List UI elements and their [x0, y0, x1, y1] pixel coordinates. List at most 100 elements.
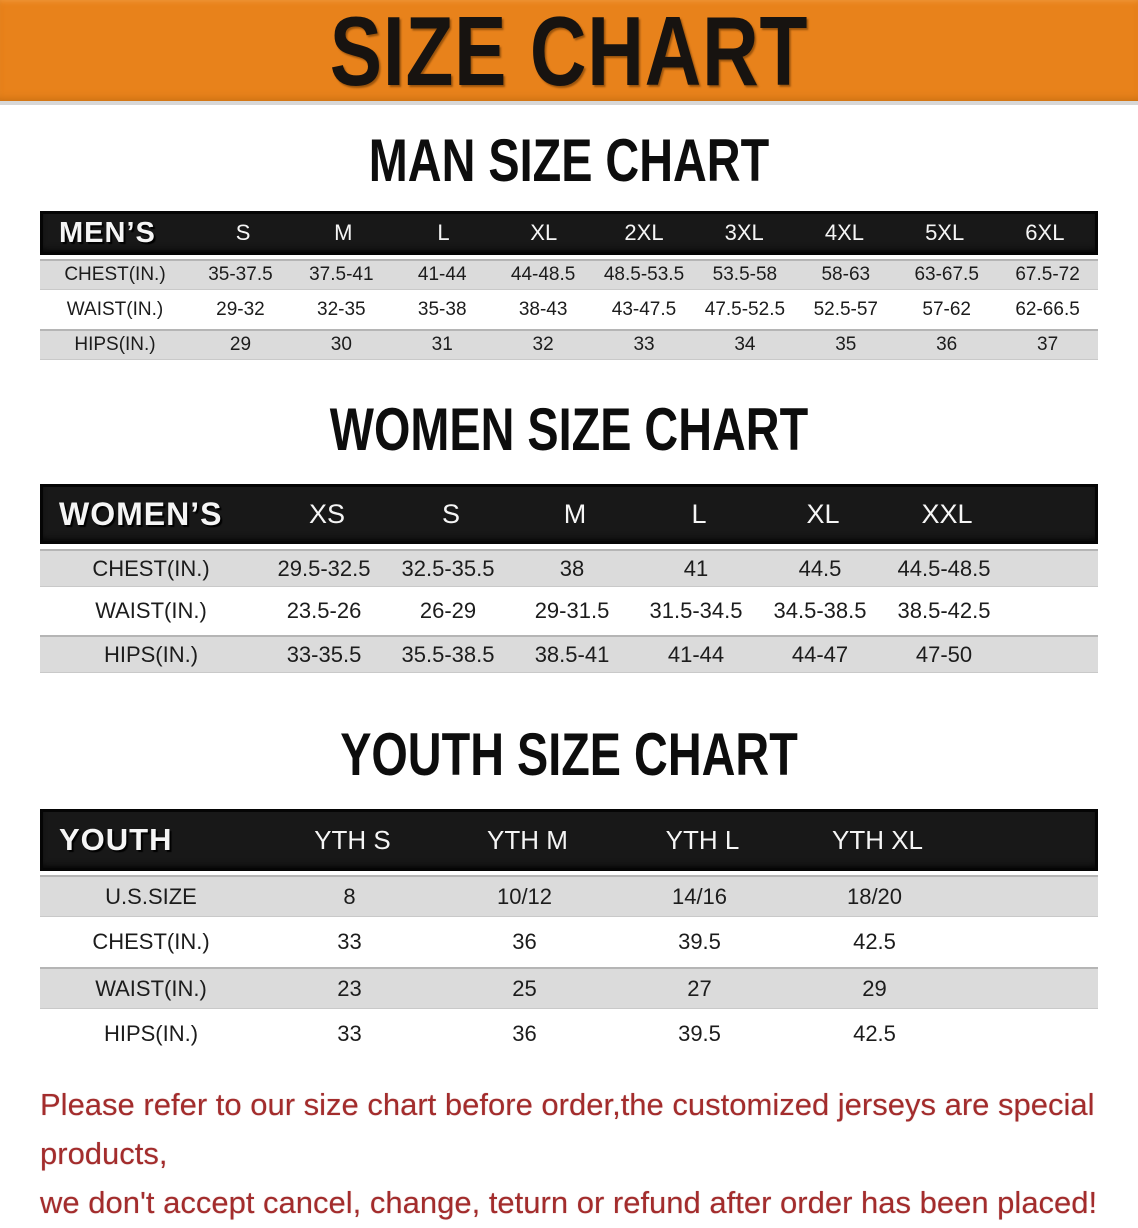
table-row: HIPS(IN.) 29 30 31 32 33 34 35 36 37: [40, 329, 1098, 360]
section-title: YOUTH SIZE CHART: [340, 721, 798, 788]
table-cell: 34.5-38.5: [773, 598, 867, 623]
table-cell: 35.5-38.5: [401, 641, 495, 667]
size-column-header: YTH S: [314, 824, 391, 855]
table-cell: 32-35: [317, 298, 366, 320]
table-cell: 37.5-41: [309, 264, 374, 285]
table-cell: 47-50: [915, 641, 973, 667]
table-cell: 44.5: [798, 555, 842, 581]
table-cell: 62-66.5: [1015, 298, 1080, 320]
table-cell: 44-47: [791, 641, 849, 667]
table-header-label: WOMEN’S: [59, 495, 223, 532]
table-cell: 42.5: [853, 1021, 896, 1046]
table-row: CHEST(IN.) 29.5-32.5 32.5-35.5 38 41 44.5 44.5…: [40, 549, 1098, 587]
table-cell: 34: [734, 334, 756, 355]
disclaimer-text: Please refer to our size chart before or…: [40, 1081, 1098, 1228]
table-cell: 33-35.5: [286, 641, 362, 667]
row-label: HIPS(IN.): [103, 641, 199, 667]
size-column-header: S: [235, 220, 251, 245]
table-cell: 8: [343, 883, 356, 909]
table-header-label: YOUTH: [59, 822, 173, 857]
table-cell: 33: [337, 929, 362, 954]
table-cell: 43-47.5: [611, 298, 677, 320]
row-label: CHEST(IN.): [92, 555, 210, 581]
size-column-header: M: [563, 498, 587, 529]
table-cell: 57-62: [922, 298, 971, 320]
section-title: WOMEN SIZE CHART: [329, 396, 809, 463]
table-cell: 33: [633, 334, 655, 355]
table-cell: 31.5-34.5: [649, 598, 743, 623]
table-cell: 31: [431, 334, 453, 355]
size-column-header: XL: [530, 220, 558, 245]
disclaimer-line-1: Please refer to our size chart before or…: [40, 1087, 1095, 1171]
row-label: U.S.SIZE: [105, 883, 197, 909]
table-header-label: MEN’S: [59, 216, 156, 249]
table-cell: 41-44: [417, 264, 467, 285]
table-cell: 53.5-58: [712, 264, 778, 285]
row-label: WAIST(IN.): [95, 598, 207, 623]
table-row: WAIST(IN.) 23.5-26 26-29 29-31.5 31.5-34.5 34…: [40, 592, 1098, 630]
section-title: MAN SIZE CHART: [368, 127, 770, 194]
table-cell: 29-31.5: [534, 598, 610, 623]
row-label: HIPS(IN.): [74, 334, 156, 355]
size-column-header: YTH M: [487, 824, 568, 855]
table-cell: 26-29: [419, 598, 477, 623]
table-cell: 36: [512, 929, 537, 954]
disclaimer-line-2: we don't accept cancel, change, teturn o…: [40, 1184, 1098, 1220]
table-cell: 29: [229, 334, 252, 355]
table-header-row: YOUTH YTH S YTH M YTH L YTH XL: [40, 809, 1098, 871]
size-column-header: 6XL: [1025, 220, 1065, 245]
table-cell: 18/20: [846, 883, 903, 909]
table-cell: 10/12: [496, 883, 553, 909]
size-table: YOUTH YTH S YTH M YTH L YTH XL U.S.SIZE 8 10/12…: [40, 809, 1098, 1055]
size-column-header: 2XL: [624, 220, 664, 245]
table-cell: 58-63: [821, 264, 871, 285]
table-cell: 39.5: [678, 929, 721, 954]
table-row: CHEST(IN.) 35-37.5 37.5-41 41-44 44-48.5 48.5…: [40, 259, 1098, 290]
table-cell: 32.5-35.5: [401, 555, 495, 581]
table-header-row: MEN’S S M L XL 2XL 3XL 4XL 5XL 6XL: [40, 211, 1098, 255]
table-cell: 52.5-57: [813, 298, 879, 320]
table-cell: 35-38: [417, 298, 467, 320]
size-table: WOMEN’S XS S M L XL XXL CHEST(IN.) 29.5-32.5 32.5…: [40, 484, 1098, 673]
row-label: CHEST(IN.): [64, 264, 166, 285]
table-row: HIPS(IN.) 33-35.5 35.5-38.5 38.5-41 41-44 44-…: [40, 635, 1098, 673]
table-cell: 23: [337, 975, 362, 1001]
table-cell: 44-48.5: [510, 264, 576, 285]
table-row: CHEST(IN.) 33 36 39.5 42.5: [40, 921, 1098, 963]
table-cell: 35-37.5: [208, 264, 273, 285]
size-column-header: 4XL: [824, 220, 864, 245]
table-cell: 29.5-32.5: [277, 555, 371, 581]
table-cell: 23.5-26: [286, 598, 362, 623]
banner-title: SIZE CHART: [329, 0, 809, 106]
table-cell: 25: [512, 975, 537, 1001]
size-sections: MAN SIZE CHART MEN’S S M L XL 2XL 3XL 4XL 5XL 6XL C…: [0, 131, 1138, 1055]
table-cell: 36: [936, 334, 958, 355]
row-label: WAIST(IN.): [66, 298, 164, 320]
table-cell: 39.5: [678, 1021, 721, 1046]
size-table: MEN’S S M L XL 2XL 3XL 4XL 5XL 6XL CHEST(IN.) 35-37…: [40, 211, 1098, 360]
size-column-header: XS: [308, 498, 346, 529]
size-column-header: YTH L: [665, 824, 740, 855]
table-cell: 35: [835, 334, 857, 355]
table-cell: 33: [337, 1021, 362, 1046]
size-column-header: 3XL: [724, 220, 764, 245]
table-row: WAIST(IN.) 29-32 32-35 35-38 38-43 43-47.5 47.…: [40, 294, 1098, 325]
table-cell: 14/16: [671, 883, 728, 909]
size-column-header: YTH XL: [831, 824, 924, 855]
table-cell: 30: [330, 334, 352, 355]
table-row: WAIST(IN.) 23 25 27 29: [40, 967, 1098, 1009]
size-column-header: L: [691, 498, 707, 529]
table-cell: 44.5-48.5: [897, 555, 991, 581]
size-column-header: M: [334, 220, 353, 245]
table-cell: 41-44: [667, 641, 725, 667]
table-cell: 36: [512, 1021, 537, 1046]
size-column-header: 5XL: [925, 220, 965, 245]
size-column-header: L: [437, 220, 450, 245]
size-column-header: XL: [806, 498, 840, 529]
table-cell: 63-67.5: [914, 264, 979, 285]
table-cell: 29: [862, 975, 887, 1001]
table-cell: 38: [559, 555, 585, 581]
size-column-header: XXL: [921, 498, 973, 529]
table-cell: 32: [532, 334, 554, 355]
table-row: HIPS(IN.) 33 36 39.5 42.5: [40, 1013, 1098, 1055]
